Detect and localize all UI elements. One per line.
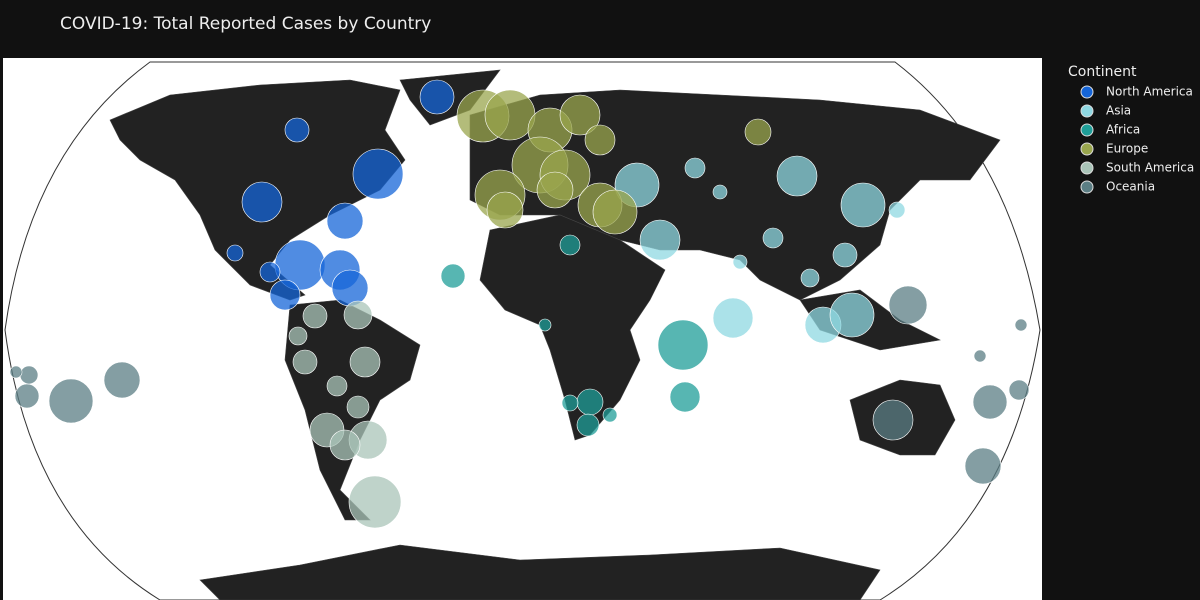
bubble <box>684 157 706 179</box>
bubble <box>639 219 681 261</box>
title: COVID-19: Total Reported Cases by Countr… <box>60 14 431 34</box>
bubble <box>103 361 141 399</box>
bubble <box>800 268 820 288</box>
bubble <box>259 261 281 283</box>
legend-marker[interactable] <box>1080 104 1094 118</box>
bubble <box>561 394 579 412</box>
antarctica <box>199 544 881 600</box>
bubble <box>840 182 886 228</box>
legend-label[interactable]: Asia <box>1106 104 1131 118</box>
bubble <box>343 300 373 330</box>
bubble <box>602 407 618 423</box>
bubble <box>762 227 784 249</box>
legend-marker[interactable] <box>1080 142 1094 156</box>
bubble <box>973 349 987 363</box>
bubble <box>484 89 536 141</box>
legend-label[interactable]: North America <box>1106 85 1193 99</box>
bubble <box>348 475 402 529</box>
bubble <box>559 234 581 256</box>
bubble <box>329 429 361 461</box>
bubble <box>349 346 381 378</box>
legend-label[interactable]: Europe <box>1106 142 1148 156</box>
bubbles <box>9 79 1030 529</box>
bubble <box>657 319 709 371</box>
bubble <box>712 184 728 200</box>
bubble <box>829 292 875 338</box>
bubble <box>1008 379 1030 401</box>
bubble <box>536 171 574 209</box>
bubble <box>419 79 455 115</box>
bubble <box>302 303 328 329</box>
bubble <box>486 191 524 229</box>
bubble <box>19 365 39 385</box>
bubble <box>872 399 914 441</box>
bubble <box>584 124 616 156</box>
bubble <box>9 365 23 379</box>
legend-marker[interactable] <box>1080 161 1094 175</box>
bubble <box>964 447 1002 485</box>
bubble <box>352 148 404 200</box>
legend-marker[interactable] <box>1080 85 1094 99</box>
bubble <box>241 181 283 223</box>
bubble <box>346 395 370 419</box>
legend-marker[interactable] <box>1080 180 1094 194</box>
bubble <box>888 285 928 325</box>
bubble <box>14 383 40 409</box>
bubble <box>331 269 369 307</box>
legend-title: Continent <box>1068 64 1137 80</box>
legend: North America Asia Africa Europe South Ameri… <box>1080 85 1194 194</box>
legend-label[interactable]: Oceania <box>1106 180 1155 194</box>
bubble <box>269 279 301 311</box>
legend-label[interactable]: Africa <box>1106 123 1140 137</box>
header-bar <box>0 0 1200 58</box>
bubble <box>559 94 601 136</box>
bubble <box>732 254 748 270</box>
bubble <box>48 378 94 424</box>
bubble <box>292 349 318 375</box>
bubble <box>576 413 600 437</box>
bubble <box>972 384 1008 420</box>
bubble <box>592 189 638 235</box>
bubble <box>538 318 552 332</box>
bubble <box>832 242 858 268</box>
bubble <box>226 244 244 262</box>
bubble <box>284 117 310 143</box>
bubble <box>1014 318 1028 332</box>
legend-label[interactable]: South America <box>1106 161 1194 175</box>
legend-marker[interactable] <box>1080 123 1094 137</box>
bubble <box>326 202 364 240</box>
bubble <box>888 201 906 219</box>
bubble <box>576 388 604 416</box>
bubble <box>440 263 466 289</box>
bubble <box>669 381 701 413</box>
bubble <box>712 297 754 339</box>
bubble <box>776 155 818 197</box>
bubble <box>744 118 772 146</box>
bubble <box>288 326 308 346</box>
bubble <box>326 375 348 397</box>
